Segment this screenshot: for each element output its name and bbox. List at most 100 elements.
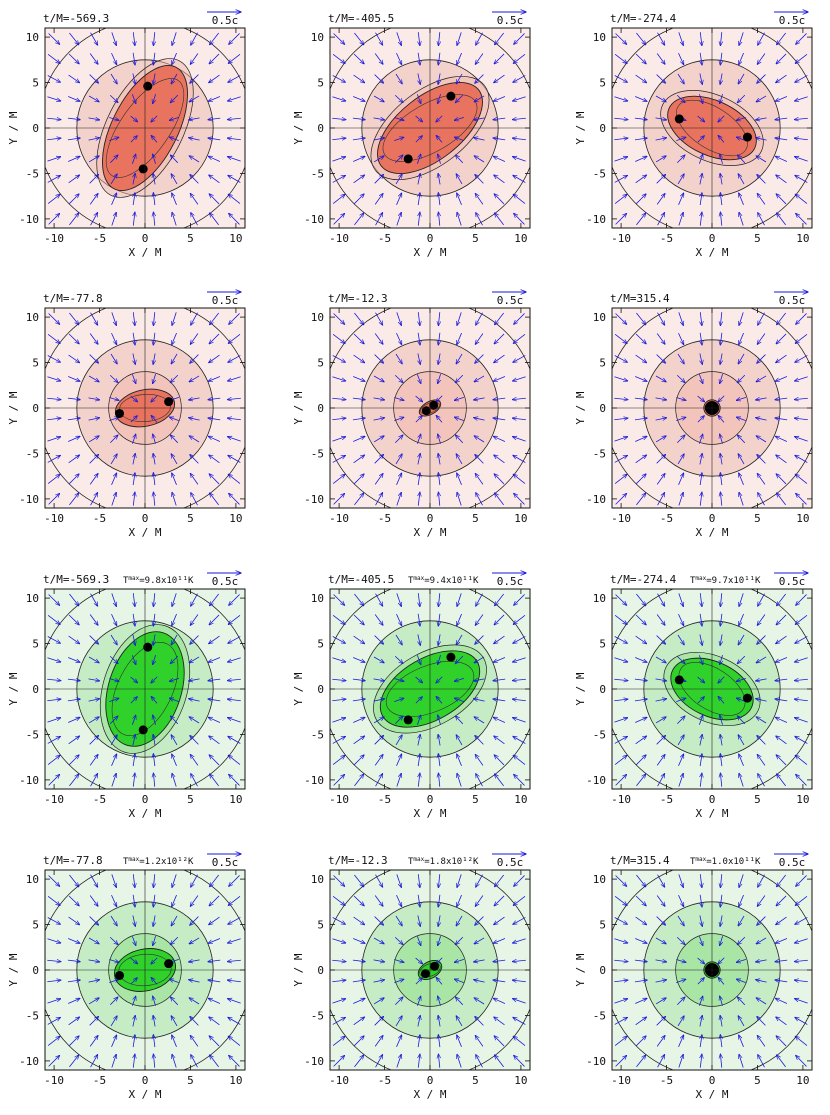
scale-label: 0.5c: [779, 294, 806, 307]
velocity-arrow: [775, 376, 788, 381]
velocity-arrow: [438, 193, 440, 206]
velocity-arrow: [457, 754, 462, 766]
velocity-arrow: [457, 332, 462, 345]
velocity-arrow: [90, 493, 98, 506]
velocity-arrow: [438, 52, 440, 65]
x-axis-label: X / M: [695, 246, 728, 259]
time-label: t/M=-569.3: [43, 12, 109, 25]
velocity-arrow: [720, 332, 722, 345]
velocity-arrow: [614, 699, 628, 701]
x-tick-label: 10: [796, 232, 809, 245]
velocity-arrow: [332, 334, 345, 343]
velocity-arrow: [738, 735, 745, 746]
velocity-arrow: [153, 1054, 154, 1068]
inner-contour: [419, 962, 441, 978]
velocity-arrow: [493, 138, 506, 140]
velocity-arrow: [396, 32, 402, 45]
velocity-arrow: [208, 980, 221, 982]
velocity-arrow: [210, 493, 219, 506]
velocity-arrow: [738, 353, 745, 364]
velocity-arrow: [678, 332, 683, 345]
tmax-label: Tmax=9.8x10¹¹K: [123, 575, 194, 586]
velocity-arrow: [495, 312, 504, 325]
velocity-arrow: [396, 52, 401, 65]
x-tick-label: 5: [187, 793, 194, 806]
y-tick-label: 5: [599, 919, 606, 932]
velocity-arrow: [352, 960, 365, 962]
time-label: t/M=-77.8: [43, 292, 103, 305]
velocity-arrow: [209, 354, 220, 363]
velocity-arrow: [775, 96, 788, 101]
velocity-arrow: [739, 473, 744, 485]
velocity-arrow: [153, 193, 155, 206]
velocity-arrow: [795, 334, 808, 343]
velocity-arrow: [395, 353, 402, 364]
velocity-arrow: [415, 136, 422, 143]
velocity-arrow: [153, 734, 155, 746]
velocity-arrow: [353, 96, 365, 101]
velocity-arrow: [757, 354, 766, 364]
velocity-arrow: [373, 398, 385, 400]
velocity-arrow: [776, 74, 787, 83]
velocity-arrow: [794, 118, 808, 119]
velocity-arrow: [416, 655, 421, 664]
velocity-arrow: [47, 455, 61, 463]
velocity-arrow: [436, 696, 443, 704]
x-axis-label: X / M: [128, 246, 161, 259]
velocity-arrow: [210, 774, 219, 787]
velocity-arrow: [777, 312, 786, 325]
velocity-arrow: [795, 75, 808, 82]
velocity-arrow: [48, 213, 60, 225]
velocity-arrow: [738, 634, 745, 645]
velocity-arrow: [68, 938, 80, 943]
velocity-arrow: [209, 614, 220, 625]
velocity-arrow: [697, 115, 705, 122]
velocity-arrow: [775, 398, 788, 400]
velocity-arrow: [700, 193, 702, 206]
velocity-arrow: [614, 437, 627, 442]
velocity-arrow: [656, 635, 666, 645]
velocity-arrow: [373, 138, 385, 140]
velocity-arrow: [332, 437, 345, 442]
velocity-arrow: [635, 74, 647, 83]
x-tick-label: -10: [329, 512, 349, 525]
velocity-arrow: [776, 333, 787, 344]
velocity-arrow: [151, 395, 158, 402]
panel-svg: -10 -10 -5 -5 0 0 5 5 10 10 X / M Y / M t/M=-405.5 Tm…: [292, 563, 531, 820]
velocity-arrow: [153, 52, 155, 65]
velocity-arrow: [438, 734, 440, 746]
velocity-arrow: [614, 54, 627, 63]
y-tick-label: -5: [311, 167, 324, 180]
velocity-arrow: [228, 896, 241, 905]
velocity-arrow: [189, 656, 200, 663]
velocity-arrow: [89, 1016, 99, 1026]
velocity-arrow: [352, 138, 365, 140]
velocity-arrow: [794, 418, 808, 420]
velocity-arrow: [353, 755, 364, 766]
y-tick-label: -5: [593, 1009, 606, 1022]
velocity-arrow: [48, 33, 60, 45]
black-hole: [115, 408, 125, 418]
velocity-arrow: [676, 94, 685, 102]
velocity-arrow: [416, 94, 421, 103]
velocity-arrow: [493, 679, 506, 681]
time-label: t/M=-405.5: [328, 573, 394, 586]
y-tick-label: 0: [317, 964, 324, 977]
velocity-arrow: [635, 717, 647, 723]
velocity-arrow: [109, 936, 118, 944]
velocity-arrow: [699, 715, 702, 725]
velocity-arrow: [191, 312, 198, 326]
velocity-arrow: [474, 717, 485, 724]
x-tick-label: 0: [427, 512, 434, 525]
panel-svg: -10 -10 -5 -5 0 0 5 5 10 10 X / M Y / M t/M=-274.4 0.…: [574, 2, 813, 259]
velocity-arrow: [111, 492, 116, 506]
velocity-arrow: [208, 679, 221, 681]
velocity-arrow: [133, 773, 135, 787]
velocity-arrow: [394, 716, 403, 725]
velocity-arrow: [89, 333, 98, 345]
velocity-arrow: [736, 678, 746, 681]
velocity-arrow: [354, 32, 363, 45]
velocity-arrow: [208, 436, 221, 442]
velocity-arrow: [396, 1054, 401, 1068]
velocity-arrow: [513, 437, 526, 442]
